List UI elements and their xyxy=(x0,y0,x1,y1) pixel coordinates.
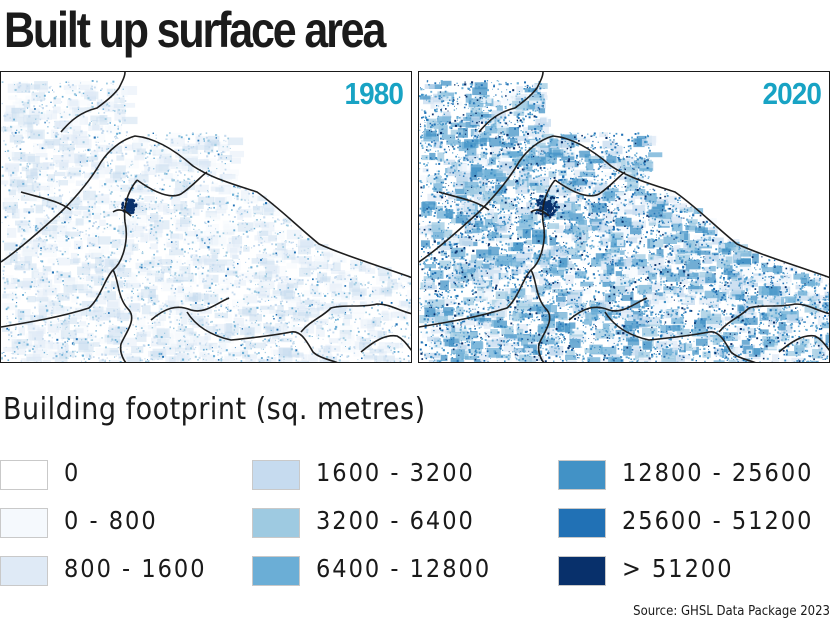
legend-swatch xyxy=(558,460,606,490)
legend-swatch xyxy=(558,508,606,538)
legend-label: 0 xyxy=(64,458,81,487)
map-2020-graphic xyxy=(419,72,829,362)
legend-label: 6400 - 12800 xyxy=(316,554,492,583)
legend-title: Building footprint (sq. metres) xyxy=(3,392,426,427)
chart-title: Built up surface area xyxy=(4,2,386,58)
map-year-label: 2020 xyxy=(762,76,822,111)
legend-swatch xyxy=(252,508,300,538)
map-year-label: 1980 xyxy=(344,76,404,111)
map-1980-graphic xyxy=(1,72,411,362)
legend-label: 3200 - 6400 xyxy=(316,506,475,535)
legend-label: 0 - 800 xyxy=(64,506,158,535)
legend-label: 800 - 1600 xyxy=(64,554,207,583)
map-1980: 1980 xyxy=(0,71,412,363)
map-2020: 2020 xyxy=(418,71,830,363)
legend-swatch xyxy=(252,460,300,490)
legend-swatch xyxy=(0,508,48,538)
legend-label: 25600 - 51200 xyxy=(622,506,814,535)
legend-swatch xyxy=(558,556,606,586)
legend-label: 1600 - 3200 xyxy=(316,458,475,487)
legend-label: > 51200 xyxy=(622,554,734,583)
legend-swatch xyxy=(0,556,48,586)
source-note: Source: GHSL Data Package 2023 xyxy=(633,604,830,619)
legend-swatch xyxy=(252,556,300,586)
legend-label: 12800 - 25600 xyxy=(622,458,814,487)
legend-swatch xyxy=(0,460,48,490)
